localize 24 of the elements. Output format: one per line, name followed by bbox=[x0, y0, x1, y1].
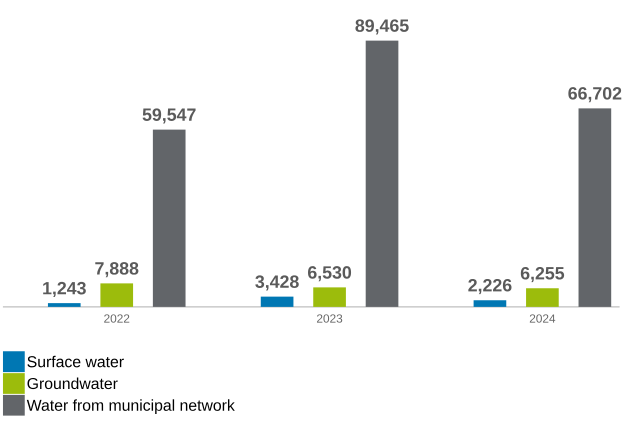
bar bbox=[260, 296, 294, 308]
data-label: 59,547 bbox=[142, 108, 196, 124]
data-label: 6,255 bbox=[520, 267, 564, 282]
data-label: 3,428 bbox=[255, 276, 299, 291]
bar bbox=[578, 108, 612, 308]
data-label: 7,888 bbox=[95, 262, 138, 278]
data-label: 66,702 bbox=[568, 87, 622, 102]
x-tick-label: 2024 bbox=[530, 314, 556, 323]
legend-label: Surface water bbox=[27, 356, 124, 368]
bar bbox=[526, 288, 559, 308]
x-tick-label: 2022 bbox=[104, 314, 130, 323]
x-tick-label: 2023 bbox=[316, 314, 342, 323]
bar bbox=[366, 40, 398, 308]
data-label: 6,530 bbox=[308, 266, 352, 282]
data-label: 89,465 bbox=[355, 20, 409, 35]
bar bbox=[100, 284, 134, 308]
legend-label: Groundwater bbox=[28, 378, 118, 390]
bar bbox=[48, 303, 81, 308]
data-label: 2,226 bbox=[468, 279, 512, 294]
data-label: 1,243 bbox=[43, 282, 86, 298]
legend-label: Water from municipal network bbox=[26, 400, 235, 414]
bar bbox=[313, 288, 346, 308]
bar bbox=[152, 130, 186, 308]
bar bbox=[474, 300, 506, 308]
